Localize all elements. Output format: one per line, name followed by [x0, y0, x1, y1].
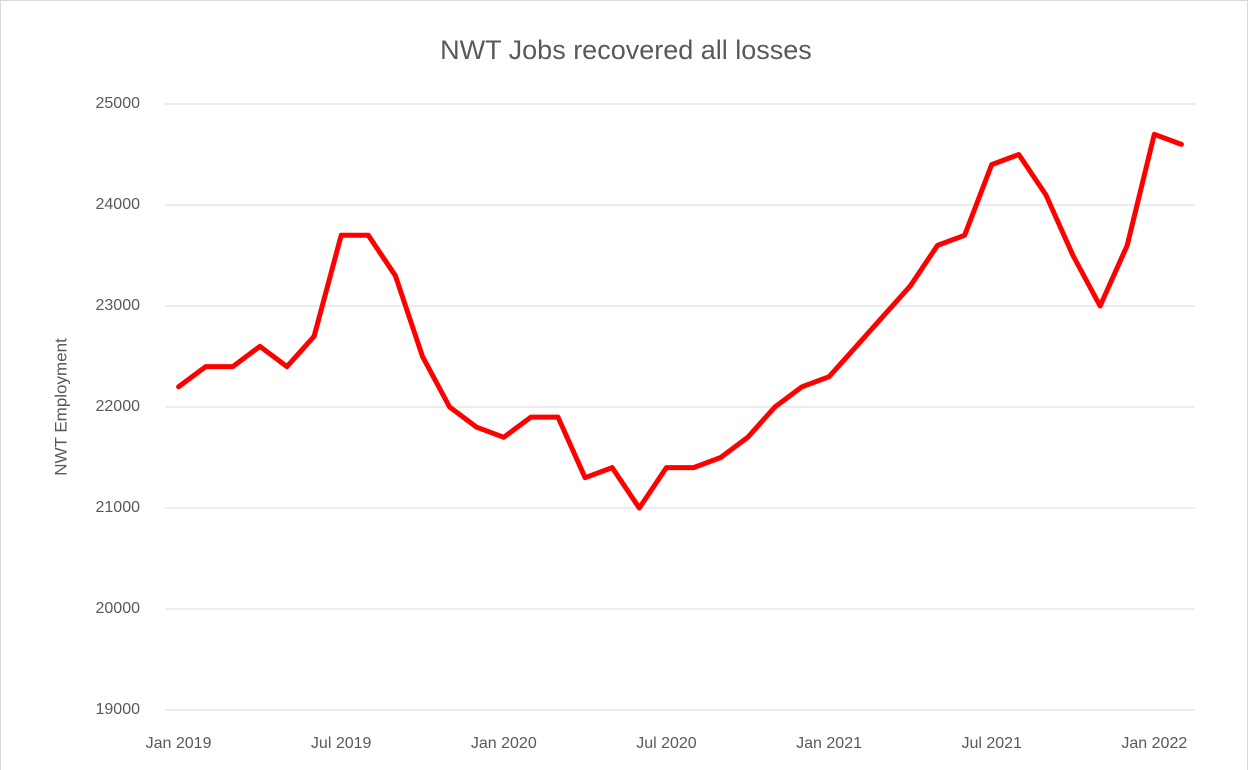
x-tick-label: Jan 2020 — [471, 735, 537, 752]
x-tick-label: Jul 2019 — [311, 735, 372, 752]
y-axis-label: NWT Employment — [51, 338, 70, 476]
chart-title: NWT Jobs recovered all losses — [440, 35, 812, 65]
y-tick-label: 22000 — [96, 398, 141, 415]
x-tick-label: Jul 2021 — [961, 735, 1022, 752]
y-tick-label: 21000 — [96, 499, 141, 516]
y-tick-label: 23000 — [96, 297, 141, 314]
x-tick-label: Jan 2022 — [1121, 735, 1187, 752]
line-series — [176, 131, 1184, 511]
y-tick-label: 20000 — [96, 600, 141, 617]
y-tick-label: 25000 — [96, 95, 141, 112]
x-tick-label: Jan 2019 — [146, 735, 212, 752]
x-tick-label: Jul 2020 — [636, 735, 697, 752]
x-tick-label: Jan 2021 — [796, 735, 862, 752]
y-tick-label: 24000 — [96, 196, 141, 213]
y-tick-label: 19000 — [96, 701, 141, 718]
